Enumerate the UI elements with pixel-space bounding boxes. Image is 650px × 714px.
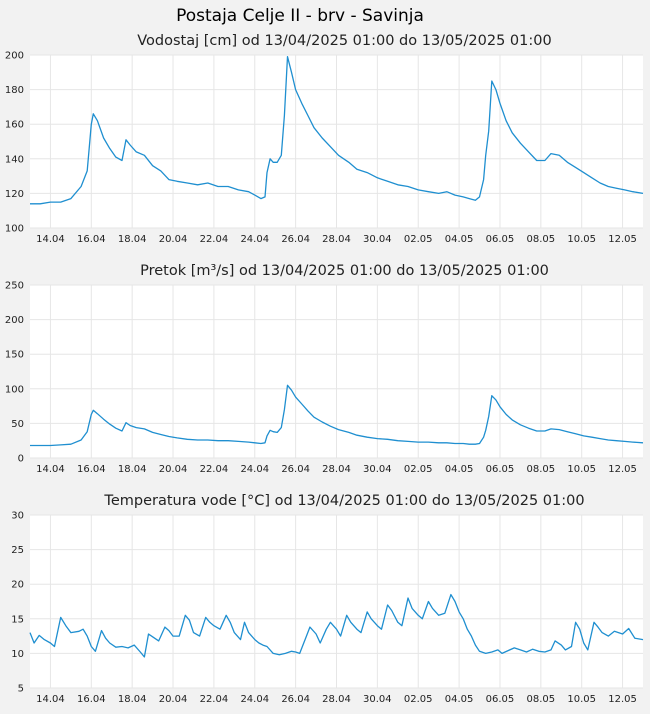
x-tick-label: 04.05 [445,464,474,475]
x-tick-label: 06.05 [486,464,515,475]
x-tick-label: 06.05 [486,694,515,705]
series-line [29,593,644,658]
x-tick-label: 08.05 [527,694,556,705]
x-tick-label: 02.05 [404,694,433,705]
x-tick-label: 02.05 [404,464,433,475]
x-tick-label: 28.04 [322,464,351,475]
x-tick-label: 04.05 [445,234,474,245]
x-tick-label: 08.05 [527,464,556,475]
y-tick-label: 150 [5,350,24,361]
x-tick-label: 30.04 [363,694,392,705]
x-tick-label: 18.04 [118,234,147,245]
x-tick-label: 26.04 [281,234,310,245]
y-tick-label: 200 [5,51,24,62]
x-tick-label: 10.05 [567,464,596,475]
x-tick-label: 16.04 [77,234,106,245]
chart-title: Temperatura vode [°C] od 13/04/2025 01:0… [103,493,584,509]
x-tick-label: 22.04 [200,464,229,475]
x-tick-label: 16.04 [77,694,106,705]
y-tick-label: 50 [11,419,24,430]
x-tick-label: 24.04 [240,464,269,475]
x-tick-label: 30.04 [363,234,392,245]
y-tick-label: 0 [18,454,24,465]
x-tick-label: 12.05 [608,694,637,705]
y-tick-label: 30 [11,511,24,522]
y-tick-label: 5 [18,684,24,695]
x-tick-label: 14.04 [36,694,65,705]
x-tick-label: 22.04 [200,694,229,705]
chart-2: Pretok [m³/s] od 13/04/2025 01:00 do 13/… [5,263,644,475]
x-tick-label: 20.04 [159,234,188,245]
x-tick-label: 22.04 [200,234,229,245]
x-tick-label: 02.05 [404,234,433,245]
x-tick-label: 12.05 [608,464,637,475]
y-tick-label: 15 [11,614,24,625]
x-tick-label: 08.05 [527,234,556,245]
x-tick-label: 14.04 [36,464,65,475]
x-tick-label: 10.05 [567,234,596,245]
x-tick-label: 04.05 [445,694,474,705]
x-tick-label: 24.04 [240,694,269,705]
y-tick-label: 10 [11,649,24,660]
x-tick-label: 20.04 [159,694,188,705]
chart-1: Vodostaj [cm] od 13/04/2025 01:00 do 13/… [5,33,644,245]
x-tick-label: 18.04 [118,464,147,475]
chart-title: Pretok [m³/s] od 13/04/2025 01:00 do 13/… [140,263,549,279]
y-tick-label: 200 [5,315,24,326]
y-tick-label: 20 [11,580,24,591]
y-tick-label: 120 [5,189,24,200]
x-tick-label: 12.05 [608,234,637,245]
chart-3: Temperatura vode [°C] od 13/04/2025 01:0… [11,493,644,705]
x-tick-label: 14.04 [36,234,65,245]
y-tick-label: 100 [5,224,24,235]
x-tick-label: 10.05 [567,694,596,705]
series-line [30,56,644,205]
y-tick-label: 180 [5,85,24,96]
x-tick-label: 16.04 [77,464,106,475]
x-tick-label: 28.04 [322,694,351,705]
x-tick-label: 06.05 [486,234,515,245]
x-tick-label: 20.04 [159,464,188,475]
series-line [30,384,644,447]
x-tick-label: 30.04 [363,464,392,475]
y-tick-label: 250 [5,281,24,292]
page-title: Postaja Celje II - brv - Savinja [176,6,424,26]
y-tick-label: 140 [5,154,24,165]
x-tick-label: 18.04 [118,694,147,705]
x-tick-label: 26.04 [281,694,310,705]
x-tick-label: 24.04 [240,234,269,245]
y-tick-label: 100 [5,384,24,395]
y-tick-label: 25 [11,545,24,556]
y-tick-label: 160 [5,120,24,131]
x-tick-label: 28.04 [322,234,351,245]
x-tick-label: 26.04 [281,464,310,475]
chart-title: Vodostaj [cm] od 13/04/2025 01:00 do 13/… [137,33,551,49]
